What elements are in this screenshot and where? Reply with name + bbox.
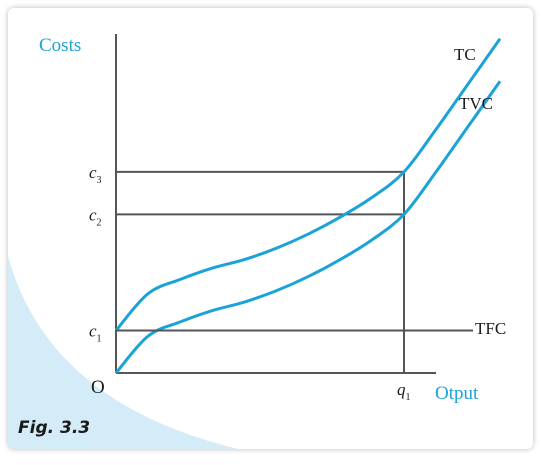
y-tick-sub: 3 [97,175,102,186]
series-tc-label: TC [454,45,476,64]
y-tick-main: c [89,163,97,182]
cost-curves [114,37,502,374]
x-axis-label: Otput [435,383,479,404]
figure-panel: c1 c2 c3 q1 Costs Otput O TC TVC TFC Fig. 3.3 [8,8,533,449]
y-tick-label-c2: c2 [89,205,102,228]
y-tick-main: c [89,205,97,224]
series-tfc-label: TFC [475,319,506,338]
y-tick-label-c1: c1 [89,322,102,345]
x-tick-sub: 1 [406,392,411,403]
guide-lines [116,170,405,373]
x-tick-main: q [397,380,406,399]
origin-label: O [91,377,105,398]
y-tick-sub: 1 [97,334,102,345]
series-tvc-label: TVC [459,94,493,113]
y-tick-sub: 2 [97,217,102,228]
y-tick-main: c [89,322,97,341]
x-tick-label-q1: q1 [397,380,411,403]
background-wedge [8,256,238,449]
y-tick-label-c3: c3 [89,163,102,186]
figure-caption: Fig. 3.3 [18,418,91,438]
series-tc-curve [114,37,502,332]
y-axis-label: Costs [39,35,81,56]
series-tvc-curve [114,80,502,374]
